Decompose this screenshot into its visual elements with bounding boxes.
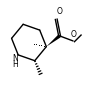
Text: O: O xyxy=(57,7,63,16)
Text: H: H xyxy=(12,60,18,69)
Text: O: O xyxy=(70,30,76,39)
Polygon shape xyxy=(46,35,61,47)
Text: N: N xyxy=(12,54,18,63)
